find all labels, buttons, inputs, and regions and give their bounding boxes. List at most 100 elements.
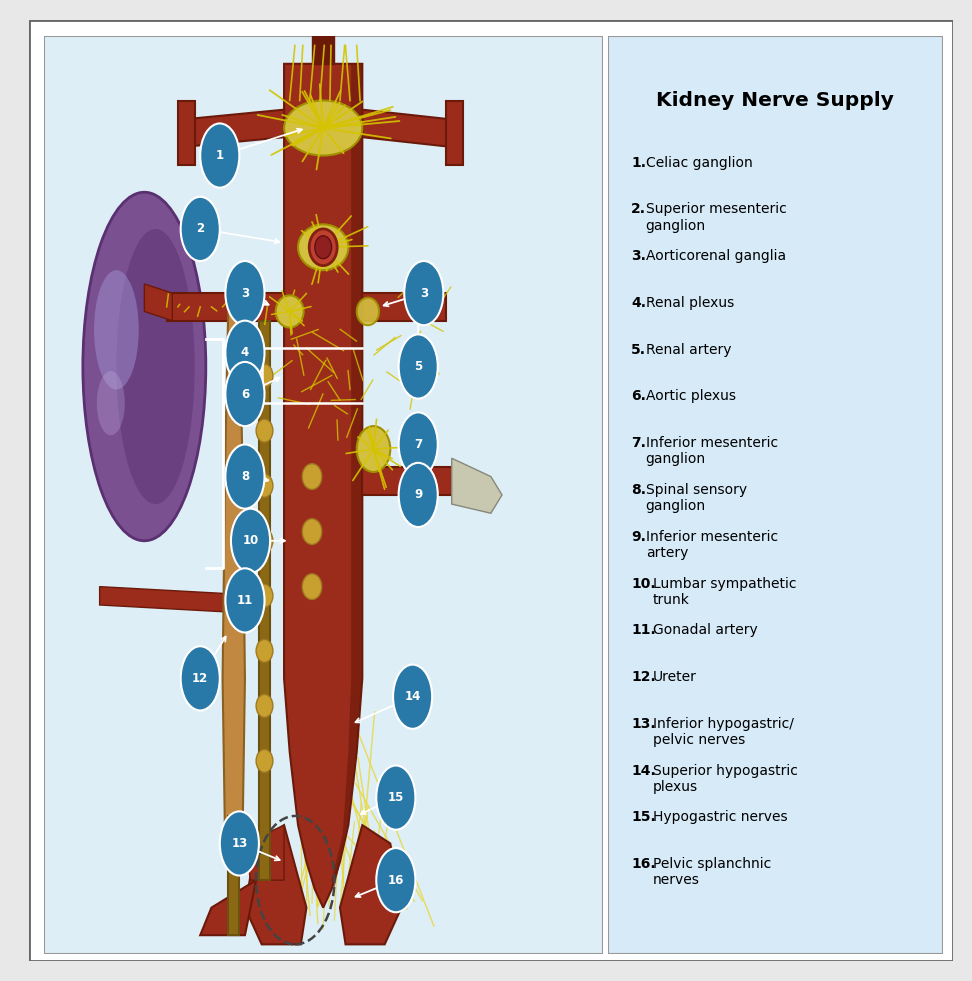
Text: 6.: 6. — [631, 389, 645, 403]
Text: 9.: 9. — [631, 530, 645, 543]
Ellipse shape — [256, 640, 273, 662]
Text: 14.: 14. — [631, 763, 656, 778]
Ellipse shape — [256, 364, 273, 387]
Circle shape — [226, 261, 264, 326]
Polygon shape — [167, 293, 284, 321]
Ellipse shape — [256, 474, 273, 497]
Text: 5: 5 — [414, 360, 422, 373]
Ellipse shape — [302, 519, 322, 544]
Ellipse shape — [309, 229, 337, 266]
Text: Spinal sensory
ganglion: Spinal sensory ganglion — [645, 483, 746, 513]
Circle shape — [393, 664, 433, 729]
Text: Aortic plexus: Aortic plexus — [645, 389, 736, 403]
Ellipse shape — [284, 100, 363, 156]
Text: 7: 7 — [414, 438, 422, 451]
Text: 12: 12 — [192, 672, 208, 685]
Text: 8.: 8. — [631, 483, 646, 497]
Text: 15: 15 — [388, 791, 404, 804]
Text: Renal artery: Renal artery — [645, 342, 731, 357]
Text: 7.: 7. — [631, 437, 645, 450]
Text: Inferior mesenteric
ganglion: Inferior mesenteric ganglion — [645, 437, 778, 466]
Circle shape — [200, 124, 239, 187]
Text: Superior mesenteric
ganglion: Superior mesenteric ganglion — [645, 202, 786, 232]
Text: Kidney Nerve Supply: Kidney Nerve Supply — [656, 91, 894, 110]
Circle shape — [220, 811, 259, 876]
Polygon shape — [200, 880, 257, 935]
Circle shape — [404, 261, 443, 326]
Text: 5.: 5. — [631, 342, 646, 357]
Ellipse shape — [357, 297, 379, 326]
Polygon shape — [363, 110, 446, 146]
Ellipse shape — [309, 644, 337, 676]
Text: Inferior hypogastric/
pelvic nerves: Inferior hypogastric/ pelvic nerves — [653, 717, 794, 748]
Text: Superior hypogastric
plexus: Superior hypogastric plexus — [653, 763, 798, 794]
Circle shape — [376, 848, 415, 912]
Ellipse shape — [117, 229, 194, 504]
Circle shape — [181, 197, 220, 261]
Polygon shape — [284, 64, 363, 907]
Text: 11.: 11. — [631, 623, 656, 638]
Text: Pelvic splanchnic
nerves: Pelvic splanchnic nerves — [653, 857, 772, 888]
Ellipse shape — [309, 424, 337, 456]
Text: 10: 10 — [242, 535, 259, 547]
Circle shape — [399, 463, 437, 527]
Polygon shape — [331, 64, 363, 890]
Text: 9: 9 — [414, 489, 422, 501]
Text: 1.: 1. — [631, 156, 646, 170]
Circle shape — [399, 412, 437, 477]
Ellipse shape — [302, 574, 322, 599]
Ellipse shape — [276, 295, 303, 328]
Text: 2.: 2. — [631, 202, 646, 217]
Ellipse shape — [298, 225, 348, 270]
Polygon shape — [228, 816, 239, 935]
Polygon shape — [312, 36, 334, 64]
Circle shape — [181, 646, 220, 710]
FancyBboxPatch shape — [29, 20, 953, 961]
Polygon shape — [178, 100, 194, 165]
Polygon shape — [223, 311, 245, 880]
Ellipse shape — [256, 585, 273, 607]
Circle shape — [399, 335, 437, 398]
Text: 14: 14 — [404, 691, 421, 703]
Ellipse shape — [256, 695, 273, 717]
Text: 1: 1 — [216, 149, 224, 162]
Ellipse shape — [309, 534, 337, 566]
Ellipse shape — [309, 369, 337, 401]
Polygon shape — [363, 467, 463, 494]
Text: 2: 2 — [196, 223, 204, 235]
Circle shape — [226, 321, 264, 385]
Ellipse shape — [94, 270, 139, 389]
Circle shape — [231, 509, 270, 573]
Polygon shape — [245, 825, 306, 945]
Text: 13.: 13. — [631, 717, 655, 731]
Ellipse shape — [357, 426, 391, 472]
Text: 13: 13 — [231, 837, 248, 850]
Polygon shape — [259, 321, 270, 880]
Text: Hypogastric nerves: Hypogastric nerves — [653, 810, 787, 824]
Text: Renal plexus: Renal plexus — [645, 296, 734, 310]
Ellipse shape — [256, 419, 273, 442]
Text: Lumbar sympathetic
trunk: Lumbar sympathetic trunk — [653, 577, 797, 606]
Ellipse shape — [256, 530, 273, 552]
Ellipse shape — [97, 371, 124, 436]
Circle shape — [226, 444, 264, 509]
Circle shape — [226, 362, 264, 426]
Circle shape — [226, 568, 264, 633]
Text: Ureter: Ureter — [653, 670, 697, 684]
Text: Gonadal artery: Gonadal artery — [653, 623, 758, 638]
Text: Celiac ganglion: Celiac ganglion — [645, 156, 752, 170]
Text: 3: 3 — [420, 286, 428, 299]
Text: 3: 3 — [241, 286, 249, 299]
Ellipse shape — [309, 479, 337, 511]
Ellipse shape — [302, 464, 322, 490]
Text: 8: 8 — [241, 470, 249, 483]
Text: 4: 4 — [241, 346, 249, 359]
Text: 12.: 12. — [631, 670, 656, 684]
Polygon shape — [340, 825, 401, 945]
Polygon shape — [100, 587, 267, 614]
Polygon shape — [309, 394, 337, 422]
Text: 4.: 4. — [631, 296, 646, 310]
Polygon shape — [189, 110, 284, 146]
Polygon shape — [363, 293, 446, 321]
Ellipse shape — [315, 235, 331, 259]
